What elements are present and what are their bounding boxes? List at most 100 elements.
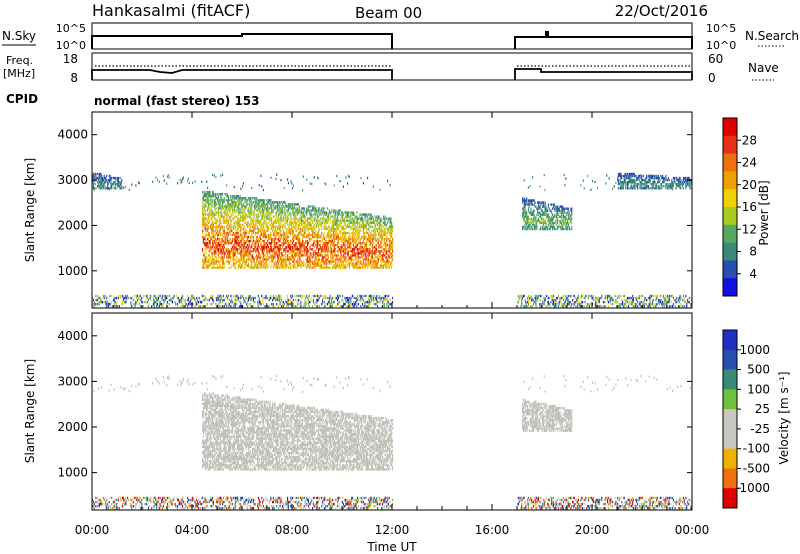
power-cell — [277, 246, 279, 249]
power-cell — [267, 258, 269, 261]
power-cell — [267, 225, 269, 228]
power-cell — [245, 296, 247, 300]
power-cell — [287, 235, 289, 239]
power-cell — [322, 239, 324, 243]
power-cell — [236, 256, 238, 259]
power-cell — [221, 250, 223, 253]
power-cell — [298, 260, 300, 263]
power-cell — [293, 213, 295, 216]
power-cell — [257, 260, 259, 263]
power-cell — [273, 221, 275, 224]
power-cell — [312, 262, 314, 265]
power-cell — [328, 239, 330, 243]
power-cell — [192, 296, 194, 300]
power-cell — [208, 211, 210, 214]
power-cell — [292, 250, 294, 253]
power-cell — [235, 221, 237, 224]
power-cell — [677, 298, 679, 302]
power-cell — [250, 219, 252, 222]
power-cell — [309, 237, 311, 241]
power-cell — [324, 248, 326, 251]
power-cell — [214, 235, 216, 239]
power-cell — [317, 221, 319, 224]
power-cell — [355, 248, 357, 251]
power-cell — [366, 248, 368, 251]
power-cell — [213, 250, 215, 253]
power-cell — [348, 244, 350, 247]
power-cell — [690, 305, 692, 308]
power-cell — [329, 213, 331, 216]
power-cell — [297, 303, 299, 306]
power-cell — [281, 254, 283, 257]
power-cell — [545, 305, 547, 308]
power-cell — [251, 205, 253, 208]
power-cell — [290, 262, 292, 265]
power-cell — [278, 266, 280, 269]
power-cell — [632, 303, 634, 306]
power-cell — [327, 254, 329, 257]
power-cell — [267, 209, 269, 212]
power-cell — [240, 207, 242, 210]
power-cell — [266, 221, 268, 224]
power-cell — [317, 298, 319, 302]
power-cell — [622, 303, 624, 306]
power-cell — [635, 296, 637, 300]
power-cell — [236, 215, 238, 218]
power-cell — [290, 217, 292, 220]
power-cell — [339, 209, 341, 212]
power-cell — [377, 241, 379, 245]
power-cell — [281, 205, 283, 208]
power-cell — [240, 294, 242, 298]
power-cell — [290, 205, 292, 208]
power-cell — [292, 252, 294, 255]
power-cell — [355, 231, 357, 235]
power-cell — [279, 225, 281, 228]
power-cell — [233, 239, 235, 243]
power-cell — [312, 229, 314, 233]
power-cell — [277, 266, 279, 269]
power-cell — [639, 294, 641, 298]
power-cell — [372, 219, 374, 222]
power-cell — [243, 225, 245, 228]
power-cell — [350, 213, 352, 216]
power-cell — [314, 207, 316, 210]
power-cell — [531, 296, 533, 300]
power-cell — [287, 250, 289, 253]
power-cell — [290, 207, 292, 210]
power-cell — [313, 231, 315, 235]
power-cell — [332, 231, 334, 235]
power-cell — [573, 303, 575, 306]
power-cell — [610, 303, 612, 306]
power-cell — [272, 225, 274, 228]
power-cell — [202, 231, 204, 235]
power-cell — [255, 219, 257, 222]
power-cell — [324, 294, 326, 298]
power-cell — [327, 258, 329, 261]
power-cell — [224, 209, 226, 212]
power-cell — [301, 260, 303, 263]
power-cell — [301, 264, 303, 267]
power-cell — [359, 223, 361, 226]
power-cell — [209, 239, 211, 243]
power-cell — [311, 213, 313, 216]
power-cell — [312, 229, 314, 233]
power-cell — [327, 252, 329, 255]
power-cell — [293, 250, 295, 253]
power-cell — [357, 294, 359, 298]
power-cell — [652, 298, 654, 302]
power-cell — [240, 219, 242, 222]
power-cell — [299, 231, 301, 235]
power-cell — [269, 241, 271, 245]
power-cell — [369, 252, 371, 255]
power-cell — [265, 203, 267, 206]
power-cell — [306, 211, 308, 214]
power-cell — [264, 233, 266, 237]
power-cell — [132, 298, 134, 302]
power-cell — [229, 227, 231, 231]
power-cell — [348, 303, 350, 306]
power-cell — [218, 266, 220, 269]
power-cell — [282, 225, 284, 228]
power-cell — [212, 213, 214, 216]
power-cell — [229, 209, 231, 212]
power-cell — [582, 294, 584, 298]
